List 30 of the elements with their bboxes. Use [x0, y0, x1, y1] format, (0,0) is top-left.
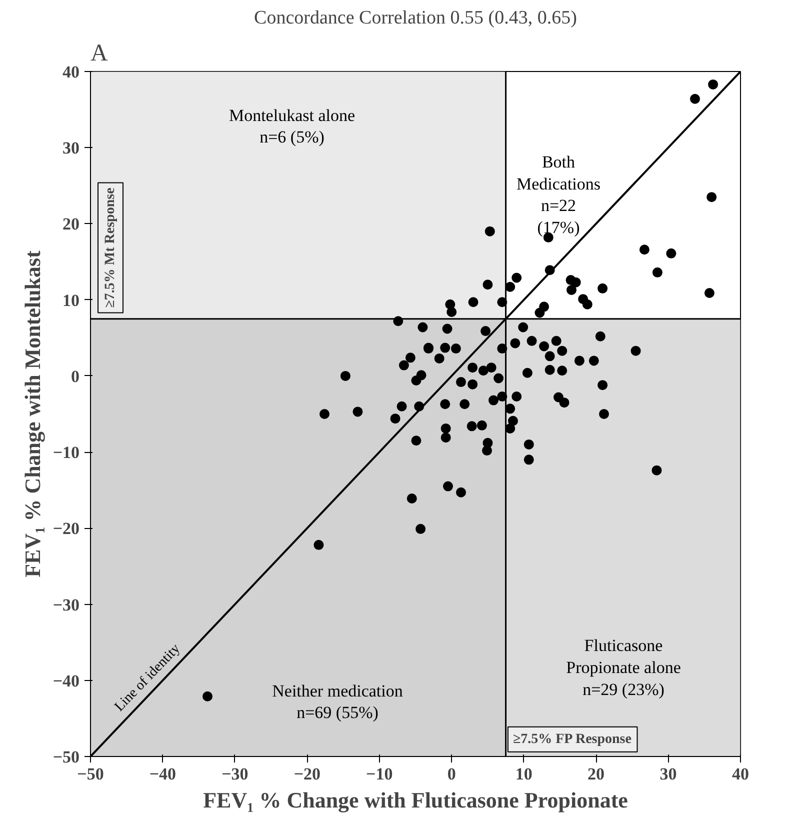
x-tick-label: 40 — [732, 764, 749, 784]
x-tick-label: 20 — [588, 764, 605, 784]
y-tick-label: 30 — [62, 138, 80, 158]
x-tick-label: −30 — [222, 764, 248, 784]
y-tick-label: −30 — [52, 595, 80, 614]
x-tick-label: −20 — [294, 764, 321, 784]
x-tick-label: 0 — [447, 764, 456, 784]
ref-line-label: ≥7.5% Mt Response — [103, 188, 118, 308]
annotation: Both Medications n=22 (17%) — [516, 152, 601, 238]
annotation: Fluticasone Propionate alone n=29 (23%) — [566, 636, 681, 699]
x-tick-label: 30 — [660, 764, 677, 784]
ref-line-label: ≥7.5% FP Response — [512, 732, 632, 747]
chart-title: Concordance Correlation 0.55 (0.43, 0.65) — [254, 8, 577, 28]
y-tick-label: 0 — [71, 366, 80, 386]
x-tick-label: −50 — [77, 764, 104, 784]
x-tick-label: 10 — [515, 764, 532, 784]
y-tick-label: 20 — [62, 214, 80, 234]
y-tick-label: −40 — [52, 671, 80, 690]
y-tick-label: 10 — [62, 290, 80, 310]
x-axis-title: FEV₁ % Change with Fluticasone Propionate — [203, 788, 628, 812]
y-tick-label: 40 — [62, 62, 80, 82]
x-tick-label: −40 — [149, 764, 176, 784]
text: A — [90, 40, 108, 66]
annotation: Neither medication n=69 (55%) — [272, 681, 404, 722]
y-tick-label: −50 — [52, 748, 80, 766]
annotation: Montelukast alone n=6 (5%) — [228, 106, 356, 147]
y-axis-title: FEV₁ % Change with Montelukast — [20, 250, 45, 578]
x-tick-label: −10 — [366, 764, 393, 784]
y-tick-label: −20 — [52, 519, 80, 538]
y-tick-label: −10 — [52, 443, 80, 462]
